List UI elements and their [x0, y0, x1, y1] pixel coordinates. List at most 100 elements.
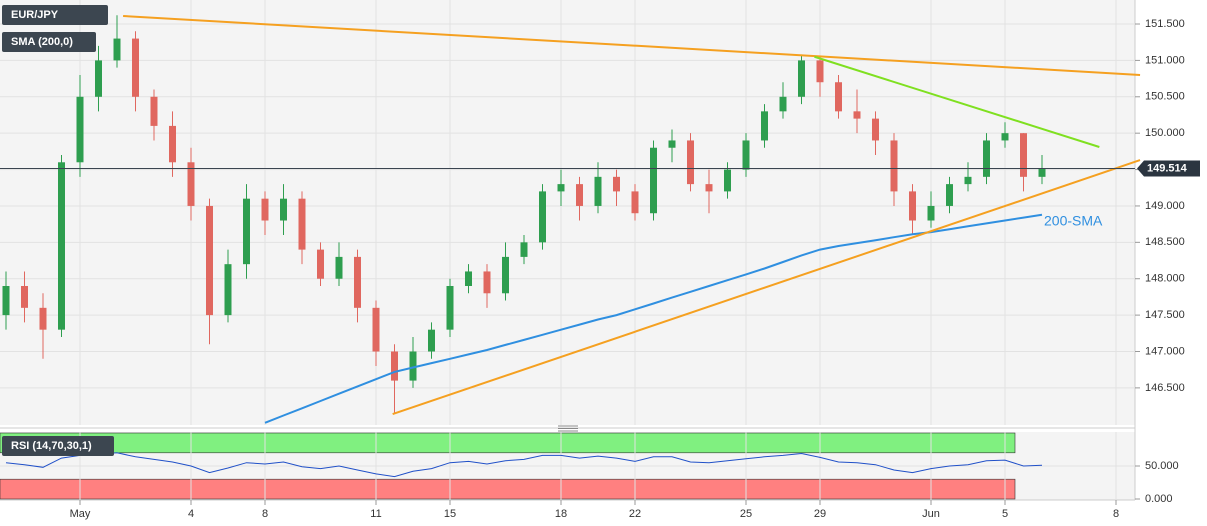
candle-body	[631, 191, 639, 214]
candle-body	[428, 329, 435, 352]
candle-body	[668, 140, 676, 148]
x-tick-label: Jun	[922, 508, 940, 520]
y-tick-label: 149.000	[1145, 200, 1185, 212]
candle-body	[2, 286, 10, 316]
candle-body	[113, 38, 121, 61]
trend-line	[392, 159, 1141, 416]
candle-body	[650, 147, 657, 214]
y-tick-label: 147.000	[1145, 345, 1185, 357]
candle-body	[927, 205, 935, 221]
candle-body	[132, 38, 139, 97]
trend-line	[814, 55, 1100, 148]
rsi-line	[5, 452, 1043, 478]
candle-body	[779, 96, 787, 112]
candle-body	[483, 271, 491, 294]
main-plot-bg	[0, 0, 1135, 425]
x-tick-label: May	[70, 508, 91, 520]
candle-body	[76, 96, 84, 163]
candle-body	[835, 82, 842, 112]
candle-body	[58, 162, 65, 330]
legend-label: SMA (200,0)	[11, 36, 73, 48]
candle-body	[21, 286, 28, 308]
y-tick-label: 150.000	[1145, 127, 1185, 139]
candle-body	[853, 111, 861, 119]
y-tick-label: 148.500	[1145, 236, 1185, 248]
candle-body	[502, 256, 509, 294]
x-tick-label: 29	[814, 508, 826, 520]
candle-body	[187, 162, 195, 206]
candle-body	[391, 351, 398, 381]
rsi-label-box	[2, 436, 114, 456]
candle-body	[446, 286, 454, 330]
rsi-label: RSI (14,70,30,1)	[11, 440, 92, 452]
candle-body	[687, 140, 694, 185]
candle-body	[335, 256, 343, 279]
candle-body	[1020, 133, 1027, 177]
y-tick-label: 148.000	[1145, 273, 1185, 285]
candle-body	[372, 307, 380, 352]
rsi-band	[0, 478, 1016, 500]
legend-label-box	[2, 32, 96, 52]
x-tick-label: 8	[1113, 508, 1119, 520]
x-tick-label: 18	[555, 508, 567, 520]
candle-body	[816, 60, 824, 83]
x-tick-label: 8	[262, 508, 268, 520]
candle-body	[946, 184, 953, 206]
y-tick-label: 146.500	[1145, 382, 1185, 394]
symbol-label: EUR/JPY	[11, 9, 59, 21]
candle-body	[224, 264, 232, 316]
x-tick-label: 11	[370, 508, 381, 520]
candle-body	[909, 191, 916, 221]
candle-body	[39, 307, 47, 330]
candle-body	[243, 198, 250, 265]
candle-body	[594, 176, 602, 206]
candle-body	[520, 242, 528, 257]
candle-body	[1001, 133, 1009, 141]
candle-body	[761, 111, 768, 141]
y-tick-label: 151.000	[1145, 54, 1185, 66]
candle-body	[206, 205, 213, 316]
candle-body	[150, 96, 158, 126]
candle-body	[798, 60, 805, 97]
candle-body	[261, 198, 269, 221]
candle-body	[298, 198, 306, 250]
candle-body	[317, 249, 324, 279]
candle-body	[724, 169, 731, 192]
x-tick-label: 25	[740, 508, 752, 520]
y-tick-label: 151.500	[1145, 18, 1185, 30]
last-price-label: 149.514	[1147, 162, 1188, 174]
candle-body	[964, 176, 972, 185]
x-tick-label: 15	[444, 508, 456, 520]
y-tick-label: 0.000	[1145, 493, 1173, 505]
y-tick-label: 50.000	[1145, 460, 1179, 472]
candle-body	[742, 140, 750, 170]
candle-body	[169, 125, 176, 163]
candle-body	[280, 198, 287, 221]
separator-handle	[558, 425, 578, 432]
trend-line	[123, 15, 1141, 76]
y-tick-label: 150.500	[1145, 91, 1185, 103]
candle-body	[983, 140, 990, 177]
sma-line	[264, 213, 1043, 424]
candle-body	[409, 351, 417, 381]
sma-label: 200-SMA	[1044, 212, 1103, 228]
rsi-band	[0, 432, 1016, 454]
x-tick-label: 4	[188, 508, 194, 520]
candle-body	[1038, 168, 1046, 177]
candle-body	[872, 118, 879, 141]
candle-body	[613, 176, 620, 192]
candle-body	[557, 184, 565, 192]
candle-body	[465, 271, 472, 287]
candle-body	[705, 184, 713, 192]
candle-body	[539, 191, 546, 243]
x-tick-label: 5	[1002, 508, 1008, 520]
symbol-label-box	[2, 5, 108, 25]
x-tick-label: 22	[629, 508, 641, 520]
candle-body	[576, 184, 583, 206]
candle-body	[890, 140, 898, 192]
candle-body	[354, 256, 361, 308]
last-price-tag	[1137, 160, 1200, 177]
candle-body	[95, 60, 102, 97]
y-tick-label: 147.500	[1145, 309, 1185, 321]
